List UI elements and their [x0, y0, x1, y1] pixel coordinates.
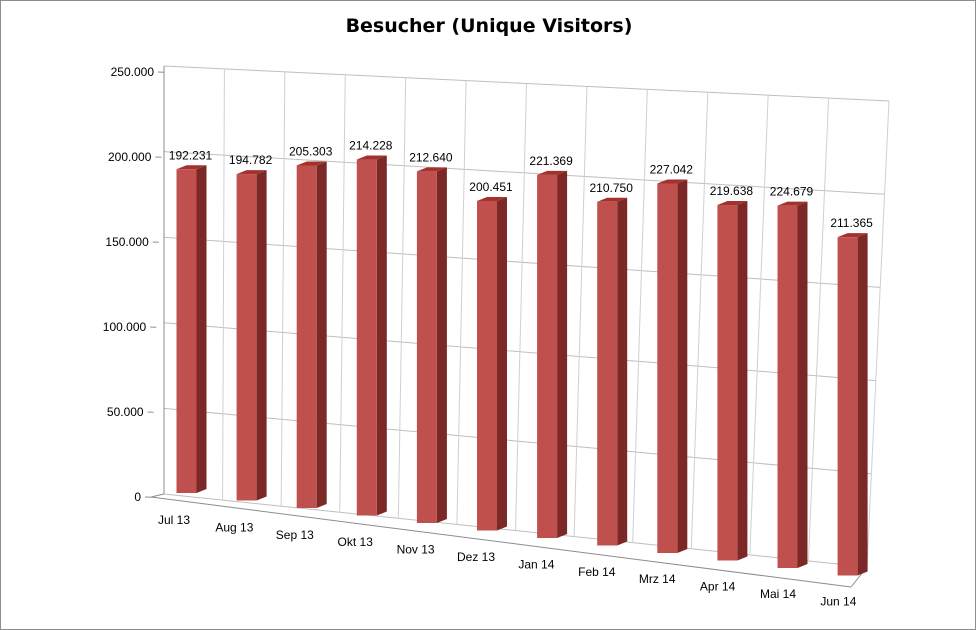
data-label-1: 194.782 — [229, 153, 273, 167]
vertical-gridline-11 — [807, 98, 830, 561]
y-tick-label-2: 100.000 — [103, 320, 147, 334]
bar-8 — [657, 183, 678, 553]
y-tick-label-3: 150.000 — [105, 235, 149, 249]
bar-side-9 — [737, 201, 748, 561]
x-tick-label-11: Jun 14 — [820, 594, 856, 608]
bar-9 — [717, 205, 738, 561]
x-tick-label-6: Jan 14 — [518, 557, 554, 571]
vertical-gridline-1 — [222, 68, 225, 501]
bar-top-2 — [296, 161, 327, 166]
bar-side-5 — [497, 196, 507, 531]
x-axis-line — [150, 496, 852, 588]
y-tick-label-0: 0 — [134, 490, 141, 504]
bar-top-1 — [236, 170, 267, 175]
bar-7 — [597, 201, 618, 546]
data-label-6: 221.369 — [529, 154, 573, 168]
bar-top-4 — [416, 167, 447, 172]
x-tick-label-5: Dez 13 — [457, 550, 495, 564]
bar-side-3 — [376, 155, 387, 516]
vertical-gridline-4 — [397, 77, 407, 519]
vertical-gridline-9 — [690, 92, 709, 549]
bar-side-8 — [677, 179, 688, 553]
bar-top-7 — [597, 197, 628, 202]
data-label-2: 205.303 — [289, 144, 333, 158]
bar-top-0 — [176, 165, 207, 170]
data-label-11: 211.365 — [830, 216, 873, 230]
bar-2 — [296, 165, 317, 509]
bar-top-3 — [356, 155, 387, 160]
vertical-gridline-12 — [866, 100, 890, 568]
x-tick-label-9: Apr 14 — [700, 580, 736, 594]
bar-side-4 — [436, 167, 447, 523]
bar-top-9 — [717, 201, 748, 206]
bar-side-1 — [256, 170, 267, 501]
data-label-9: 219.638 — [710, 184, 754, 198]
bar-top-5 — [477, 196, 507, 201]
bar-side-0 — [196, 165, 207, 493]
x-tick-label-2: Sep 13 — [276, 528, 314, 542]
bar-top-8 — [657, 179, 688, 184]
data-label-4: 212.640 — [409, 150, 453, 164]
x-tick-label-1: Aug 13 — [215, 520, 253, 534]
x-tick-label-0: Jul 13 — [158, 513, 190, 527]
bar-0 — [176, 169, 197, 493]
bar-1 — [236, 174, 257, 501]
bar-side-6 — [557, 170, 568, 538]
data-label-5: 200.451 — [469, 180, 513, 194]
y-tick-label-5: 250.000 — [111, 65, 155, 79]
bar-side-10 — [797, 201, 808, 568]
data-label-0: 192.231 — [169, 148, 213, 162]
left-floor-edge — [150, 493, 165, 498]
bar-side-7 — [617, 197, 628, 546]
vertical-gridline-10 — [749, 95, 769, 555]
x-tick-label-4: Nov 13 — [397, 543, 435, 557]
bar-4 — [416, 171, 437, 523]
data-label-10: 224.679 — [770, 185, 814, 199]
vertical-gridline-3 — [339, 74, 346, 513]
data-label-8: 227.042 — [650, 162, 694, 176]
bar-10 — [777, 205, 798, 568]
y-tick-label-4: 200.000 — [108, 150, 152, 164]
bar-side-2 — [316, 161, 327, 509]
bar-side-11 — [857, 233, 868, 576]
bar-3 — [356, 159, 377, 516]
vertical-gridline-6 — [515, 83, 527, 531]
bar-top-10 — [777, 201, 808, 206]
data-label-7: 210.750 — [590, 181, 634, 195]
bar-11 — [837, 237, 858, 576]
bar-top-6 — [537, 170, 568, 175]
vertical-gridline-2 — [280, 71, 286, 507]
y-tick-label-1: 50.000 — [107, 405, 144, 419]
data-label-3: 214.228 — [349, 139, 393, 153]
vertical-gridline-7 — [573, 86, 588, 537]
vertical-gridline-8 — [632, 89, 648, 543]
chart-title: Besucher (Unique Visitors) — [345, 15, 633, 37]
x-tick-label-7: Feb 14 — [578, 565, 616, 579]
x-tick-label-8: Mrz 14 — [639, 572, 676, 586]
bar-5 — [477, 200, 497, 531]
vertical-gridline-5 — [456, 80, 467, 525]
bar-top-11 — [837, 233, 868, 238]
bar-6 — [537, 174, 558, 538]
x-tick-label-10: Mai 14 — [760, 587, 796, 601]
x-tick-label-3: Okt 13 — [338, 535, 374, 549]
